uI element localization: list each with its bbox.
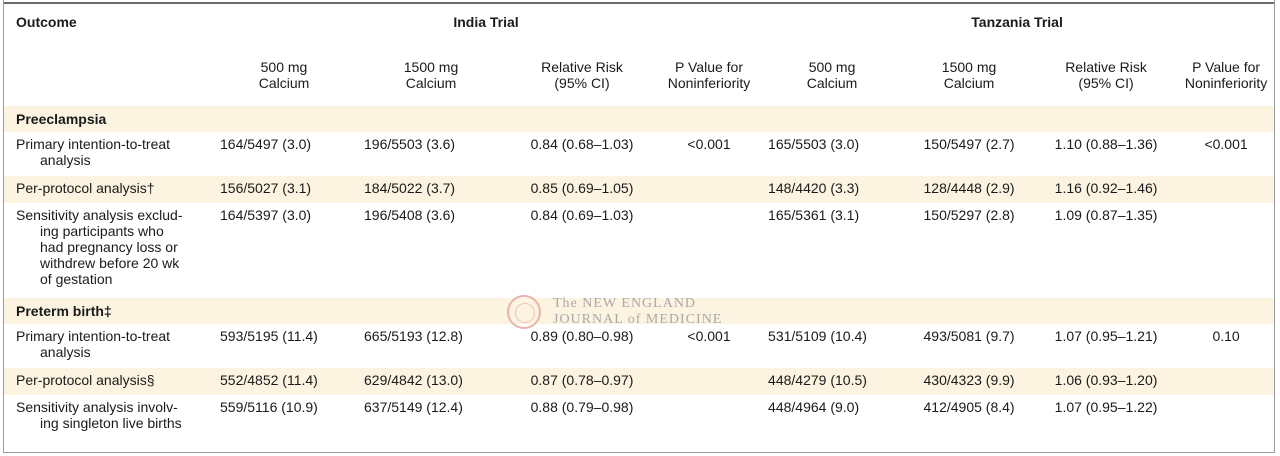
- table-row: Per-protocol analysis† 156/5027 (3.1) 18…: [4, 176, 1275, 203]
- table-row: Primary intention-to-treat analysis 164/5…: [4, 132, 1274, 176]
- row-label: Primary intention-to-treat analysis: [16, 136, 171, 168]
- india-1500-cell: 196/5503 (3.6): [364, 136, 456, 152]
- tz-rr-cell: 1.07 (0.95–1.22): [1054, 399, 1158, 415]
- india-p-cell: <0.001: [687, 136, 731, 152]
- tz-1500-cell: 493/5081 (9.7): [923, 328, 1015, 344]
- india-1500-header: 1500 mg Calcium: [403, 59, 459, 91]
- table-row: Per-protocol analysis§ 552/4852 (11.4) 6…: [4, 368, 1275, 395]
- row-label: Primary intention-to-treat analysis: [16, 328, 171, 360]
- table-top-rule: [3, 2, 1275, 4]
- tanzania-trial-header: Tanzania Trial: [971, 14, 1063, 30]
- tz-p-cell: [1178, 368, 1275, 395]
- row-label: Sensitivity analysis involv-ing singleto…: [16, 399, 182, 431]
- india-1500-cell: 196/5408 (3.6): [364, 207, 456, 223]
- india-500-cell: 164/5397 (3.0): [220, 207, 312, 223]
- tz-500-cell: 148/4420 (3.3): [760, 176, 905, 203]
- section-row-preterm-birth: Preterm birth‡: [4, 298, 1275, 324]
- tz-rr-cell: 1.09 (0.87–1.35): [1054, 207, 1158, 223]
- tz-p-cell: [1178, 203, 1274, 298]
- india-rr-header: Relative Risk (95% CI): [541, 59, 623, 91]
- india-rr-cell: 0.89 (0.80–0.98): [530, 328, 634, 344]
- india-500-cell: 164/5497 (3.0): [220, 136, 312, 152]
- india-rr-cell: 0.87 (0.78–0.97): [506, 368, 658, 395]
- section-title: Preeclampsia: [4, 106, 1275, 132]
- india-500-cell: 559/5116 (10.9): [220, 399, 318, 415]
- tz-rr-cell: 1.10 (0.88–1.36): [1054, 136, 1158, 152]
- india-1500-cell: 184/5022 (3.7): [356, 176, 506, 203]
- section-row-preeclampsia: Preeclampsia: [4, 106, 1275, 132]
- india-p-cell: <0.001: [687, 328, 731, 344]
- header-row-trials: Outcome India Trial Tanzania Trial: [4, 6, 1274, 54]
- tz-1500-cell: 150/5497 (2.7): [923, 136, 1015, 152]
- tz-500-cell: 531/5109 (10.4): [768, 328, 867, 344]
- tz-rr-cell: 1.16 (0.92–1.46): [1034, 176, 1179, 203]
- results-table: Outcome India Trial Tanzania Trial 500 m…: [4, 6, 1275, 439]
- tz-1500-cell: 412/4905 (8.4): [923, 399, 1015, 415]
- tz-rr-header: Relative Risk (95% CI): [1065, 59, 1147, 91]
- india-p-header: P Value for Noninferiority: [667, 59, 751, 91]
- india-p-cell: [658, 176, 761, 203]
- section-title: Preterm birth‡: [4, 298, 1275, 324]
- india-p-cell: [658, 203, 760, 298]
- tz-500-header: 500 mg Calcium: [806, 59, 858, 91]
- tz-500-cell: 448/4964 (9.0): [768, 399, 860, 415]
- tz-1500-cell: 150/5297 (2.8): [923, 207, 1015, 223]
- india-rr-cell: 0.84 (0.68–1.03): [530, 136, 634, 152]
- tz-p-cell: 0.10: [1212, 328, 1240, 344]
- tz-500-cell: 165/5361 (3.1): [768, 207, 860, 223]
- outcome-header: Outcome: [16, 14, 77, 30]
- india-1500-cell: 629/4842 (13.0): [356, 368, 506, 395]
- tz-1500-cell: 430/4323 (9.9): [904, 368, 1035, 395]
- table-frame: [3, 0, 1275, 453]
- india-1500-cell: 637/5149 (12.4): [364, 399, 463, 415]
- tz-1500-header: 1500 mg Calcium: [941, 59, 997, 91]
- india-p-cell: [658, 368, 761, 395]
- india-500-cell: 156/5027 (3.1): [212, 176, 356, 203]
- india-rr-cell: 0.88 (0.79–0.98): [530, 399, 634, 415]
- india-500-header: 500 mg Calcium: [258, 59, 310, 91]
- tz-rr-cell: 1.07 (0.95–1.21): [1054, 328, 1158, 344]
- tz-p-cell: [1178, 176, 1275, 203]
- india-1500-cell: 665/5193 (12.8): [364, 328, 463, 344]
- tz-500-cell: 448/4279 (10.5): [760, 368, 905, 395]
- tz-p-cell: [1178, 395, 1274, 439]
- india-trial-header: India Trial: [453, 14, 519, 30]
- tz-p-header: P Value for Noninferiority: [1184, 59, 1268, 91]
- row-label: Sensitivity analysis exclud-ing particip…: [16, 207, 183, 287]
- india-p-cell: [658, 395, 760, 439]
- tz-500-cell: 165/5503 (3.0): [768, 136, 860, 152]
- table-row: Primary intention-to-treat analysis 593/5…: [4, 324, 1274, 368]
- india-rr-cell: 0.84 (0.69–1.03): [530, 207, 634, 223]
- table-row: Sensitivity analysis involv-ing singleto…: [4, 395, 1274, 439]
- tz-p-cell: <0.001: [1204, 136, 1248, 152]
- row-label: Per-protocol analysis§: [4, 368, 212, 395]
- table-row: Sensitivity analysis exclud-ing particip…: [4, 203, 1274, 298]
- india-500-cell: 593/5195 (11.4): [220, 328, 318, 344]
- tz-rr-cell: 1.06 (0.93–1.20): [1034, 368, 1179, 395]
- india-rr-cell: 0.85 (0.69–1.05): [506, 176, 658, 203]
- row-label: Per-protocol analysis†: [4, 176, 212, 203]
- india-500-cell: 552/4852 (11.4): [212, 368, 356, 395]
- tz-1500-cell: 128/4448 (2.9): [904, 176, 1035, 203]
- header-row-columns: 500 mg Calcium 1500 mg Calcium Relative Ri…: [4, 54, 1274, 106]
